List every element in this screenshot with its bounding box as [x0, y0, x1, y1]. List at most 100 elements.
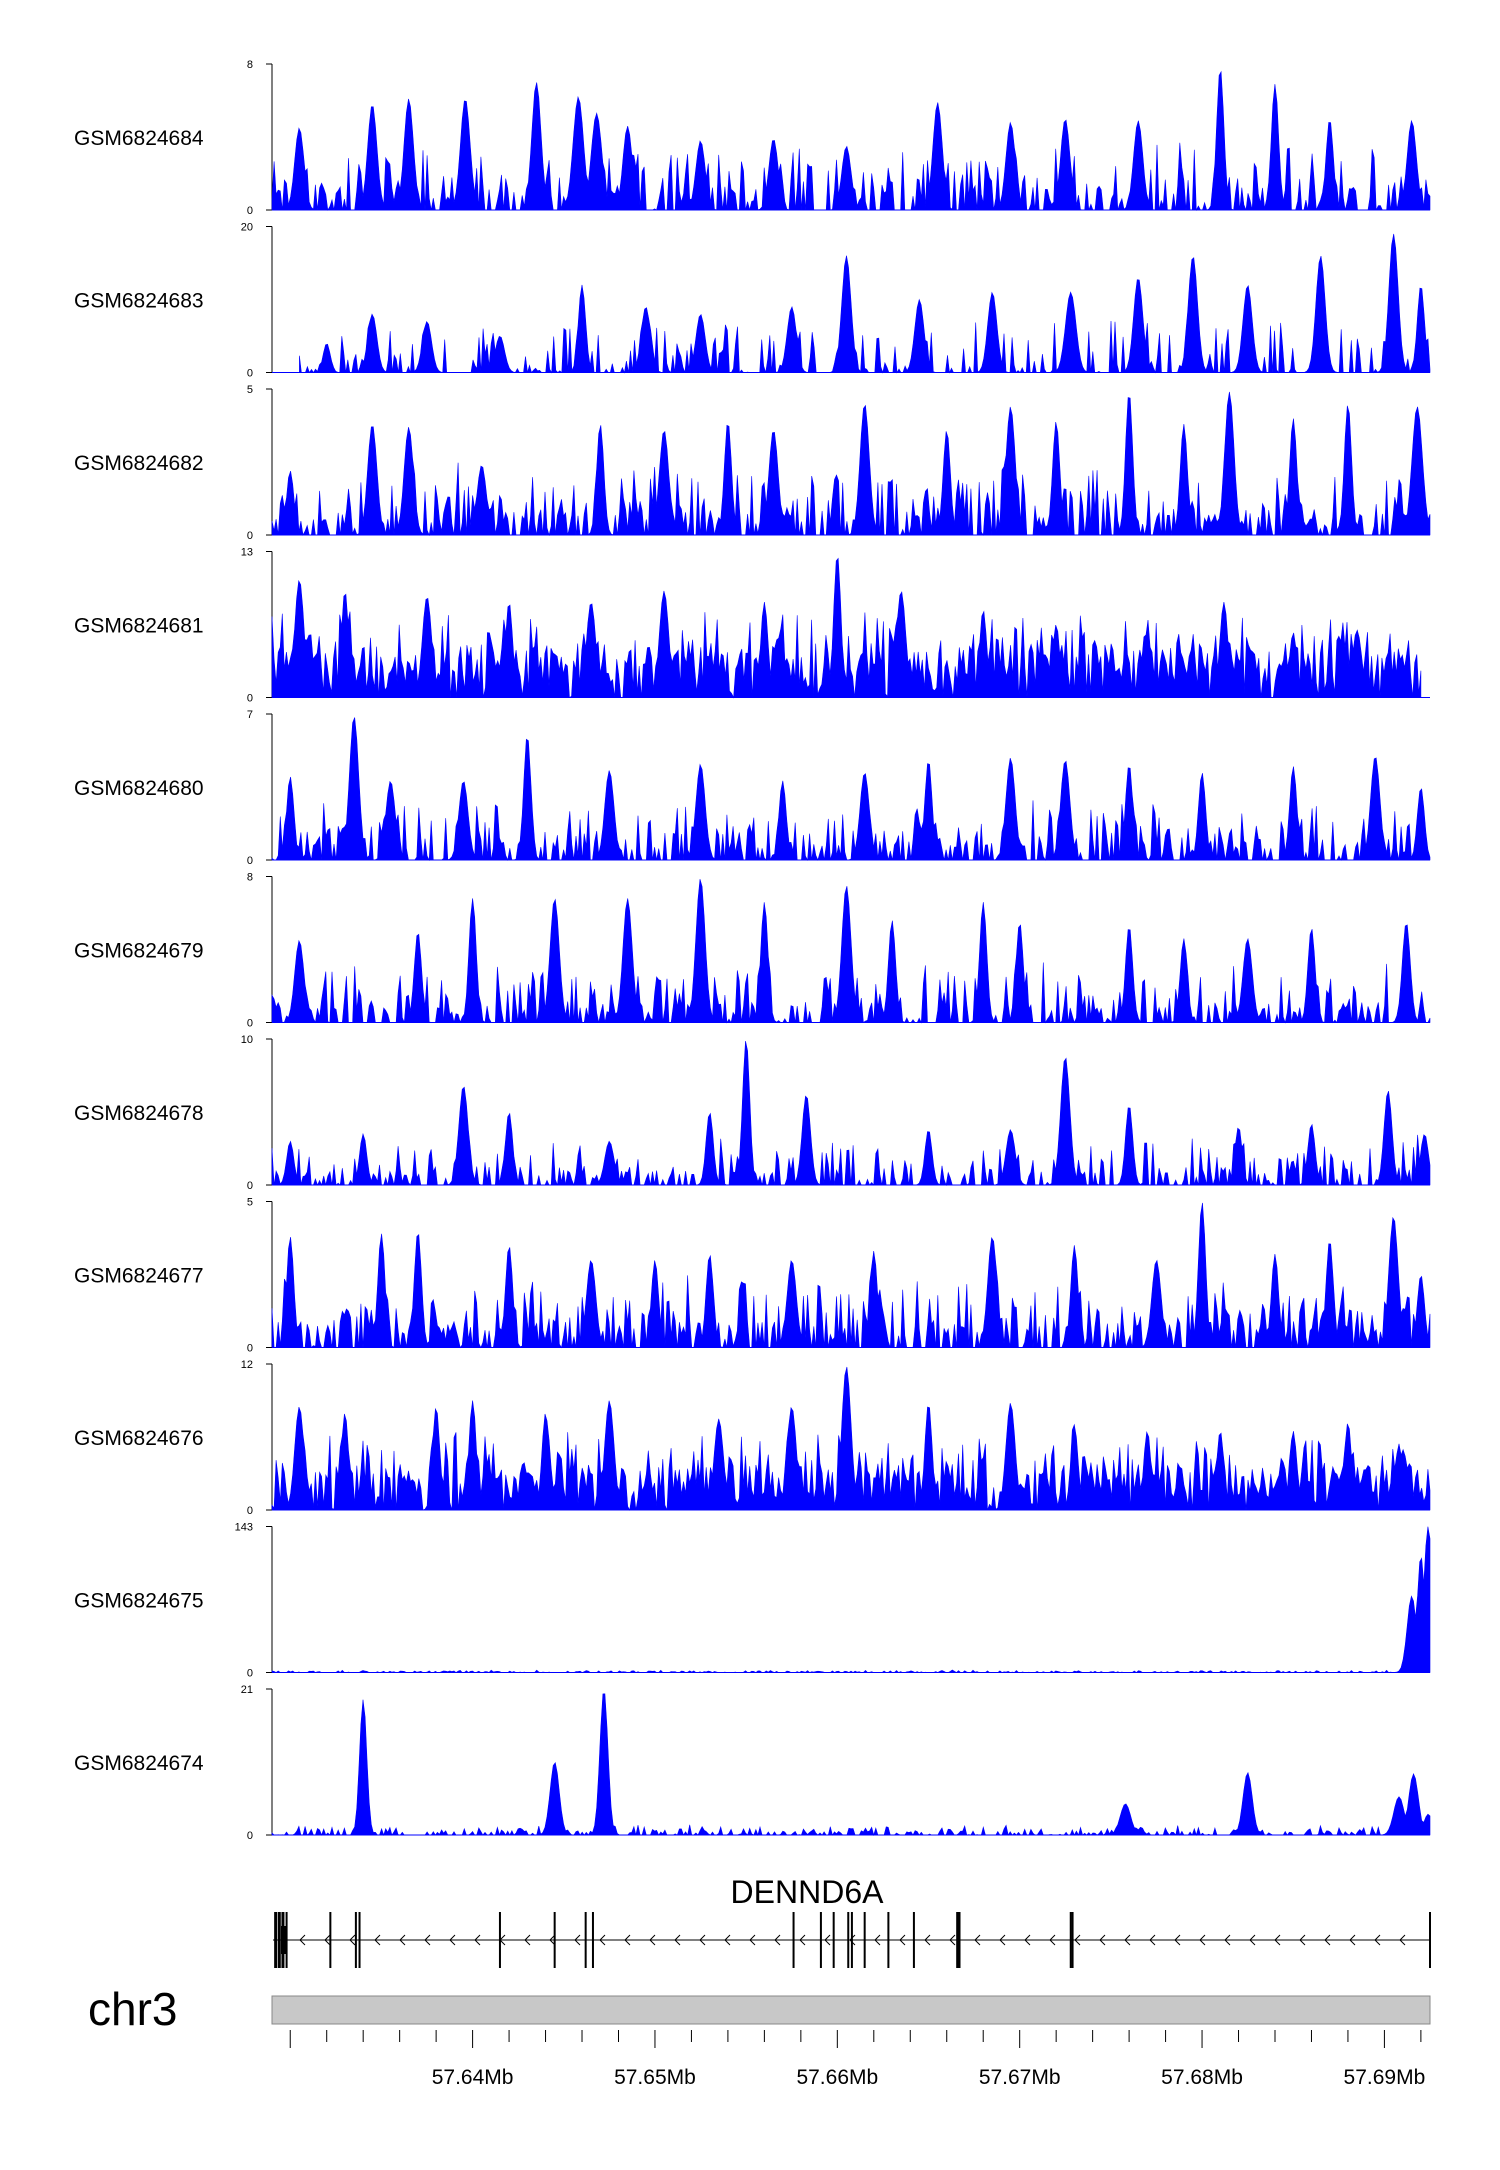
- exon: [277, 1912, 281, 1968]
- y-tick-label-min: 0: [247, 1180, 253, 1192]
- strand-arrow: [1199, 1934, 1206, 1946]
- coverage-area: [271, 717, 1431, 862]
- strand-arrow: [1274, 1934, 1281, 1946]
- strand-arrow: [1024, 1934, 1031, 1946]
- strand-arrow: [1399, 1934, 1406, 1946]
- chromosome-bar: [271, 1995, 1431, 2025]
- strand-arrow: [1049, 1934, 1056, 1946]
- strand-arrow: [1224, 1934, 1231, 1946]
- genome-axis: chr3 57.64Mb 57.65Mb 57.66Mb 57.67Mb 57.68Mb…: [88, 1983, 1431, 2089]
- exon: [329, 1912, 332, 1968]
- strand-arrow: [674, 1934, 681, 1946]
- gene-name-label: DENND6A: [731, 1874, 885, 1910]
- y-tick-label-max: 7: [247, 709, 253, 721]
- track-GSM6824680: GSM6824680 7 0: [74, 709, 1431, 867]
- exon: [850, 1912, 853, 1968]
- exon: [498, 1912, 501, 1968]
- x-tick-label: 57.65Mb: [614, 2066, 696, 2089]
- exon: [1069, 1912, 1072, 1968]
- x-tick-label: 57.69Mb: [1344, 2066, 1426, 2089]
- exon: [553, 1912, 556, 1968]
- coverage-area: [299, 233, 1431, 374]
- strand-arrow: [599, 1934, 606, 1946]
- x-tick-label: 57.67Mb: [979, 2066, 1061, 2089]
- y-tick-label-max: 5: [247, 384, 253, 396]
- strand-arrow: [1124, 1934, 1131, 1946]
- exon: [863, 1912, 866, 1968]
- track-label: GSM6824676: [74, 1427, 204, 1450]
- y-tick-label-max: 5: [247, 1197, 253, 1209]
- utr-block: [281, 1926, 286, 1954]
- exon: [792, 1912, 795, 1968]
- strand-arrow: [824, 1934, 831, 1946]
- strand-arrow: [874, 1934, 881, 1946]
- track-GSM6824677: GSM6824677 5 0: [74, 1197, 1431, 1355]
- track-label: GSM6824683: [74, 290, 204, 313]
- strand-arrow: [949, 1934, 956, 1946]
- exon: [887, 1912, 890, 1968]
- exon: [274, 1912, 278, 1968]
- strand-arrow: [749, 1934, 756, 1946]
- strand-arrow: [524, 1934, 531, 1946]
- strand-arrow: [1324, 1934, 1331, 1946]
- track-label: GSM6824679: [74, 940, 204, 963]
- track-label: GSM6824678: [74, 1102, 204, 1125]
- track-GSM6824674: GSM6824674 21 0: [74, 1684, 1431, 1842]
- track-GSM6824684: GSM6824684 8 0: [74, 59, 1431, 217]
- strand-arrow: [924, 1934, 931, 1946]
- y-tick-label-min: 0: [247, 1668, 253, 1680]
- track-label: GSM6824680: [74, 777, 204, 800]
- strand-arrow: [999, 1934, 1006, 1946]
- exon: [912, 1912, 915, 1968]
- track-GSM6824676: GSM6824676 12 0: [74, 1359, 1431, 1517]
- strand-arrow: [574, 1934, 581, 1946]
- strand-arrow: [899, 1934, 906, 1946]
- x-tick-label: 57.68Mb: [1161, 2066, 1243, 2089]
- exon: [958, 1912, 961, 1968]
- strand-arrow: [449, 1934, 456, 1946]
- y-tick-label-min: 0: [247, 205, 253, 217]
- coverage-area: [271, 1693, 1431, 1837]
- exon: [819, 1912, 822, 1968]
- y-tick-label-max: 8: [247, 59, 253, 71]
- strand-arrow: [1099, 1934, 1106, 1946]
- coverage-area: [271, 557, 1422, 699]
- exon: [354, 1912, 357, 1968]
- track-label: GSM6824684: [74, 127, 204, 150]
- coverage-tracks: GSM682468480GSM6824683200GSM682468250GSM…: [74, 59, 1431, 1842]
- y-tick-label-max: 13: [241, 547, 253, 559]
- strand-arrow: [974, 1934, 981, 1946]
- coverage-area: [271, 1526, 1431, 1673]
- strand-arrow: [1149, 1934, 1156, 1946]
- strand-arrow: [549, 1934, 556, 1946]
- strand-arrow: [1299, 1934, 1306, 1946]
- y-tick-label-max: 10: [241, 1034, 253, 1046]
- track-label: GSM6824682: [74, 452, 204, 475]
- y-tick-label-min: 0: [247, 1018, 253, 1030]
- track-label: GSM6824677: [74, 1265, 204, 1288]
- strand-arrow: [374, 1934, 381, 1946]
- y-tick-label-min: 0: [247, 1505, 253, 1517]
- strand-arrow: [399, 1934, 406, 1946]
- coverage-area: [271, 1202, 1431, 1349]
- strand-arrow: [324, 1934, 331, 1946]
- track-label: GSM6824674: [74, 1752, 204, 1775]
- exon: [358, 1912, 361, 1968]
- strand-arrow: [774, 1934, 781, 1946]
- strand-arrow: [349, 1934, 356, 1946]
- y-tick-label-min: 0: [247, 693, 253, 705]
- track-GSM6824681: GSM6824681 13 0: [74, 547, 1430, 705]
- y-tick-label-max: 12: [241, 1359, 253, 1371]
- y-tick-label-max: 20: [241, 222, 253, 234]
- exon: [1071, 1912, 1074, 1968]
- exon: [832, 1912, 835, 1968]
- exon: [584, 1912, 587, 1968]
- strand-arrow: [424, 1934, 431, 1946]
- y-tick-label-max: 8: [247, 872, 253, 884]
- coverage-area: [271, 879, 1431, 1024]
- coverage-area: [271, 1366, 1431, 1511]
- strand-arrow: [1349, 1934, 1356, 1946]
- y-tick-label-max: 21: [241, 1684, 253, 1696]
- strand-arrow: [799, 1934, 806, 1946]
